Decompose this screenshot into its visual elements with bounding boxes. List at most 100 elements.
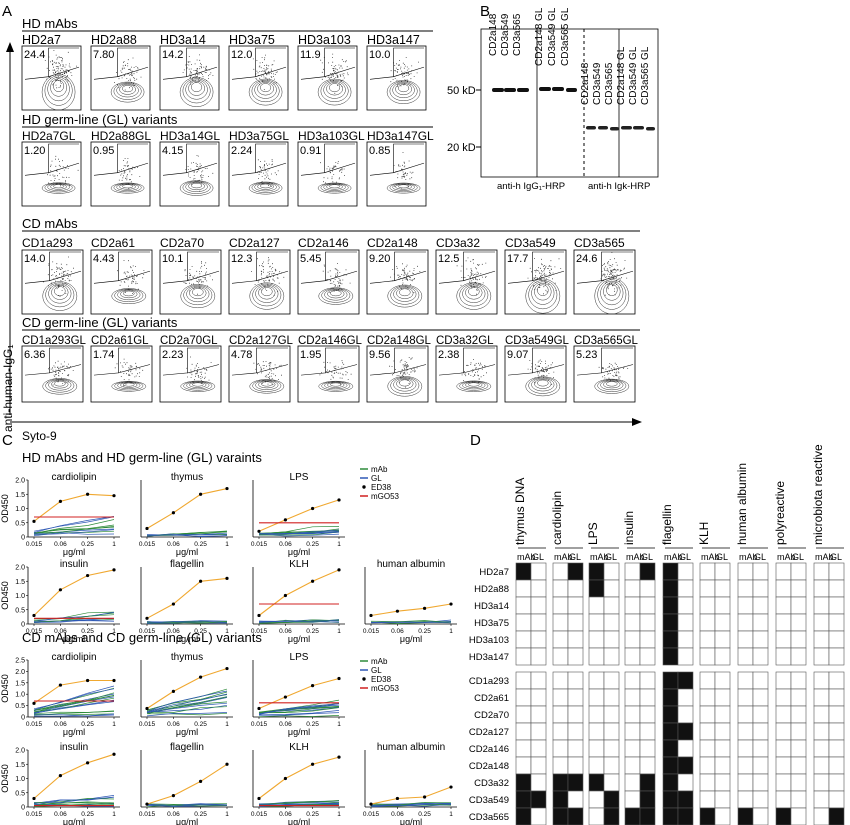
heavy-chain-band [492,88,504,92]
empty-cell [639,739,656,758]
antibody-curve [370,803,452,808]
empty-cell [677,630,694,649]
panel-letter-d: D [470,432,481,449]
empty-cell [752,705,769,724]
contour-line [393,377,417,392]
y-tick-label: 0.5 [15,607,25,614]
empty-cell [552,596,569,615]
lane-label: CD3a565 [512,13,523,56]
x-tick-label: 1 [449,628,453,635]
empty-cell [552,579,569,598]
y-tick-label: 1.5 [15,492,25,499]
panel-d: thymus DNAmAbGLcardiolipinmAbGLLPSmAbGLi… [469,444,845,825]
empty-cell [775,613,792,632]
reactive-cell [588,773,605,792]
gate-percentage: 12.5 [438,253,459,265]
empty-cell [515,613,532,632]
flow-plot: 2.38 [435,345,498,403]
antibody-curve [146,803,228,807]
y-tick-label: 1.5 [15,762,25,769]
empty-cell [752,756,769,775]
empty-cell [639,630,656,649]
reactive-cell [662,613,679,632]
y-axis-label: OD450 [0,581,10,610]
ed38-point [449,602,453,606]
gate-percentage: 0.95 [93,145,114,157]
empty-cell [624,562,641,581]
empty-cell [515,579,532,598]
empty-cell [828,630,845,649]
contour-line [120,382,138,388]
y-axis-label: OD450 [0,674,10,703]
antibody-curve [33,696,115,713]
contour-line [462,381,486,390]
flow-plot-title: CD3a32 [436,236,480,250]
ed38-point [310,684,315,688]
empty-cell [828,579,845,598]
antibody-curve [370,802,452,806]
x-tick-label: 0.25 [306,811,319,818]
event-dots [118,158,141,189]
flow-plot-title: CD2a127GL [229,335,294,347]
flow-plot-title: CD2a61 [91,236,135,250]
empty-cell [624,596,641,615]
subcolumn-label: GL [754,552,766,562]
contour-line [180,380,216,392]
contour-line [462,284,486,303]
gate-line [393,66,425,78]
flow-plot-frame [228,249,291,315]
subcolumn-label: GL [830,552,842,562]
event-dots [44,50,77,89]
reactive-cell [775,807,792,825]
x-tick-label: 0.25 [81,541,94,548]
contour-line [122,85,134,93]
x-tick-label: 1 [112,541,116,548]
gate-percentage: 2.38 [438,349,459,361]
empty-cell [603,630,620,649]
contour-line [248,181,283,195]
empty-cell [752,647,769,666]
y-tick-label: 0.5 [15,790,25,797]
empty-cell [828,756,845,775]
subcolumn-label: mAb [739,552,758,562]
column-header: thymus DNA [513,478,527,545]
x-tick-label: 0.015 [139,541,156,548]
antibody-curve [33,528,115,535]
contour-line [456,282,492,310]
empty-cell [775,705,792,724]
contour-line [182,181,211,194]
reactive-cell [662,705,679,724]
contour-line [396,287,414,299]
gate-line [24,143,79,176]
lane-label: CD3a549 [500,13,511,56]
empty-cell [588,722,605,741]
x-tick-label: 0.015 [251,628,268,635]
flow-plot: 9.56 [366,345,429,403]
gate-line [369,143,424,176]
empty-cell [552,722,569,741]
event-dots [47,360,74,386]
contour-line [111,288,147,304]
antibody-curve [33,701,115,714]
reactive-cell [662,722,679,741]
gate-percentage: 0.91 [300,145,321,157]
empty-cell [813,807,830,825]
flow-plot: 0.85 [366,141,427,207]
ed38-line [146,763,228,805]
gate-line [300,347,357,376]
heavy-chain-band [552,87,564,91]
empty-cell [588,671,605,690]
x-tick-label: 0.015 [251,811,268,818]
elisa-plot: human albumin 0.015 0.06 0.25 1 μg/ml [363,742,457,825]
empty-cell [677,596,694,615]
x-tick-label: 1 [449,811,453,818]
contour-line [258,285,276,300]
ed38-point [395,796,400,801]
empty-cell [790,756,807,775]
x-tick-label: 1 [225,811,229,818]
empty-cell [567,613,584,632]
contour-line [113,183,142,193]
flow-plot: 12.5 [435,249,498,315]
gate-percentage: 12.3 [231,253,252,265]
empty-cell [775,756,792,775]
